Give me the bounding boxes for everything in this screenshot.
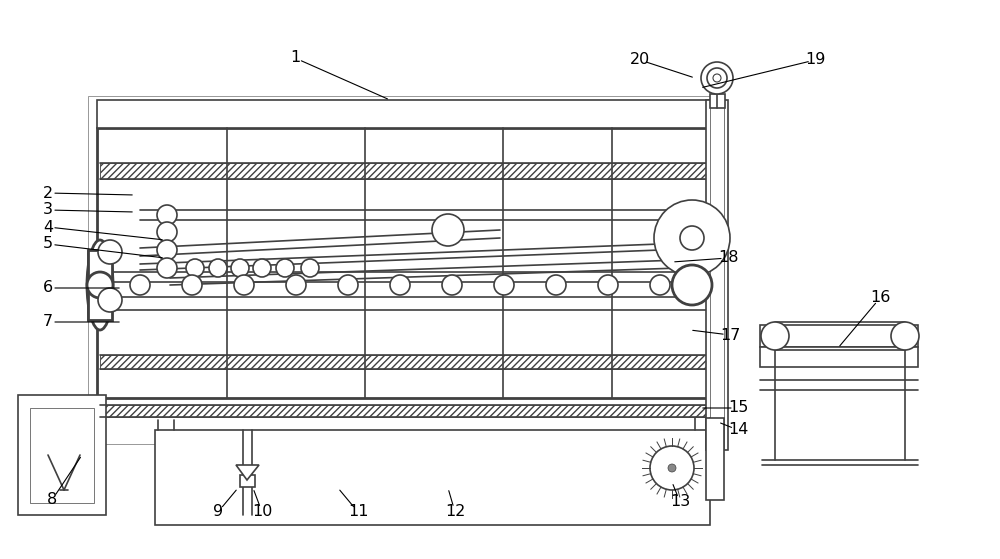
Circle shape	[654, 200, 730, 276]
Text: 18: 18	[718, 250, 738, 266]
Circle shape	[713, 74, 721, 82]
Text: 3: 3	[43, 202, 53, 217]
Text: 10: 10	[252, 505, 272, 519]
Bar	[97, 128, 715, 398]
Bar	[100, 355, 713, 369]
Circle shape	[680, 226, 704, 250]
Text: 7: 7	[43, 315, 53, 329]
Circle shape	[761, 322, 789, 350]
Circle shape	[650, 446, 694, 490]
Circle shape	[701, 62, 733, 94]
Bar	[155, 430, 710, 525]
Circle shape	[301, 259, 319, 277]
Text: 5: 5	[43, 236, 53, 252]
Text: 2: 2	[43, 186, 53, 201]
Circle shape	[98, 288, 122, 312]
Text: 12: 12	[445, 505, 465, 519]
Circle shape	[286, 275, 306, 295]
Circle shape	[338, 275, 358, 295]
Circle shape	[209, 259, 227, 277]
Text: 6: 6	[43, 281, 53, 296]
Circle shape	[231, 259, 249, 277]
Bar	[710, 94, 725, 108]
Circle shape	[891, 322, 919, 350]
Bar	[100, 163, 713, 179]
Polygon shape	[236, 465, 259, 480]
Circle shape	[253, 259, 271, 277]
Bar	[706, 100, 728, 450]
Circle shape	[707, 68, 727, 88]
Text: 15: 15	[728, 400, 748, 415]
Circle shape	[98, 240, 122, 264]
Circle shape	[234, 275, 254, 295]
Circle shape	[442, 275, 462, 295]
Circle shape	[650, 275, 670, 295]
Bar	[706, 418, 724, 500]
Circle shape	[668, 464, 676, 472]
Circle shape	[157, 258, 177, 278]
Text: 17: 17	[720, 328, 740, 343]
Bar	[760, 325, 918, 347]
Bar	[87, 250, 100, 320]
Bar	[97, 100, 715, 128]
Bar	[18, 395, 106, 515]
Bar	[30, 408, 94, 503]
Text: 20: 20	[630, 53, 650, 68]
Circle shape	[598, 275, 618, 295]
Circle shape	[546, 275, 566, 295]
Circle shape	[186, 259, 204, 277]
Bar	[710, 100, 724, 450]
Text: 19: 19	[805, 53, 825, 68]
Text: 11: 11	[348, 505, 368, 519]
Circle shape	[87, 272, 113, 298]
Text: 8: 8	[47, 492, 57, 508]
Bar	[100, 405, 713, 417]
Circle shape	[432, 214, 464, 246]
Bar	[760, 347, 918, 367]
Ellipse shape	[87, 240, 113, 330]
Circle shape	[130, 275, 150, 295]
Text: 9: 9	[213, 505, 223, 519]
Circle shape	[390, 275, 410, 295]
Circle shape	[157, 205, 177, 225]
Text: 14: 14	[728, 423, 748, 438]
Bar	[240, 475, 255, 487]
Bar	[88, 96, 723, 444]
Circle shape	[182, 275, 202, 295]
Text: 16: 16	[870, 291, 890, 306]
Text: 4: 4	[43, 220, 53, 234]
Circle shape	[494, 275, 514, 295]
Text: 13: 13	[670, 495, 690, 509]
Circle shape	[157, 240, 177, 260]
Circle shape	[157, 222, 177, 242]
Circle shape	[276, 259, 294, 277]
Circle shape	[672, 265, 712, 305]
Text: 1: 1	[290, 50, 300, 65]
Bar	[88, 250, 112, 320]
